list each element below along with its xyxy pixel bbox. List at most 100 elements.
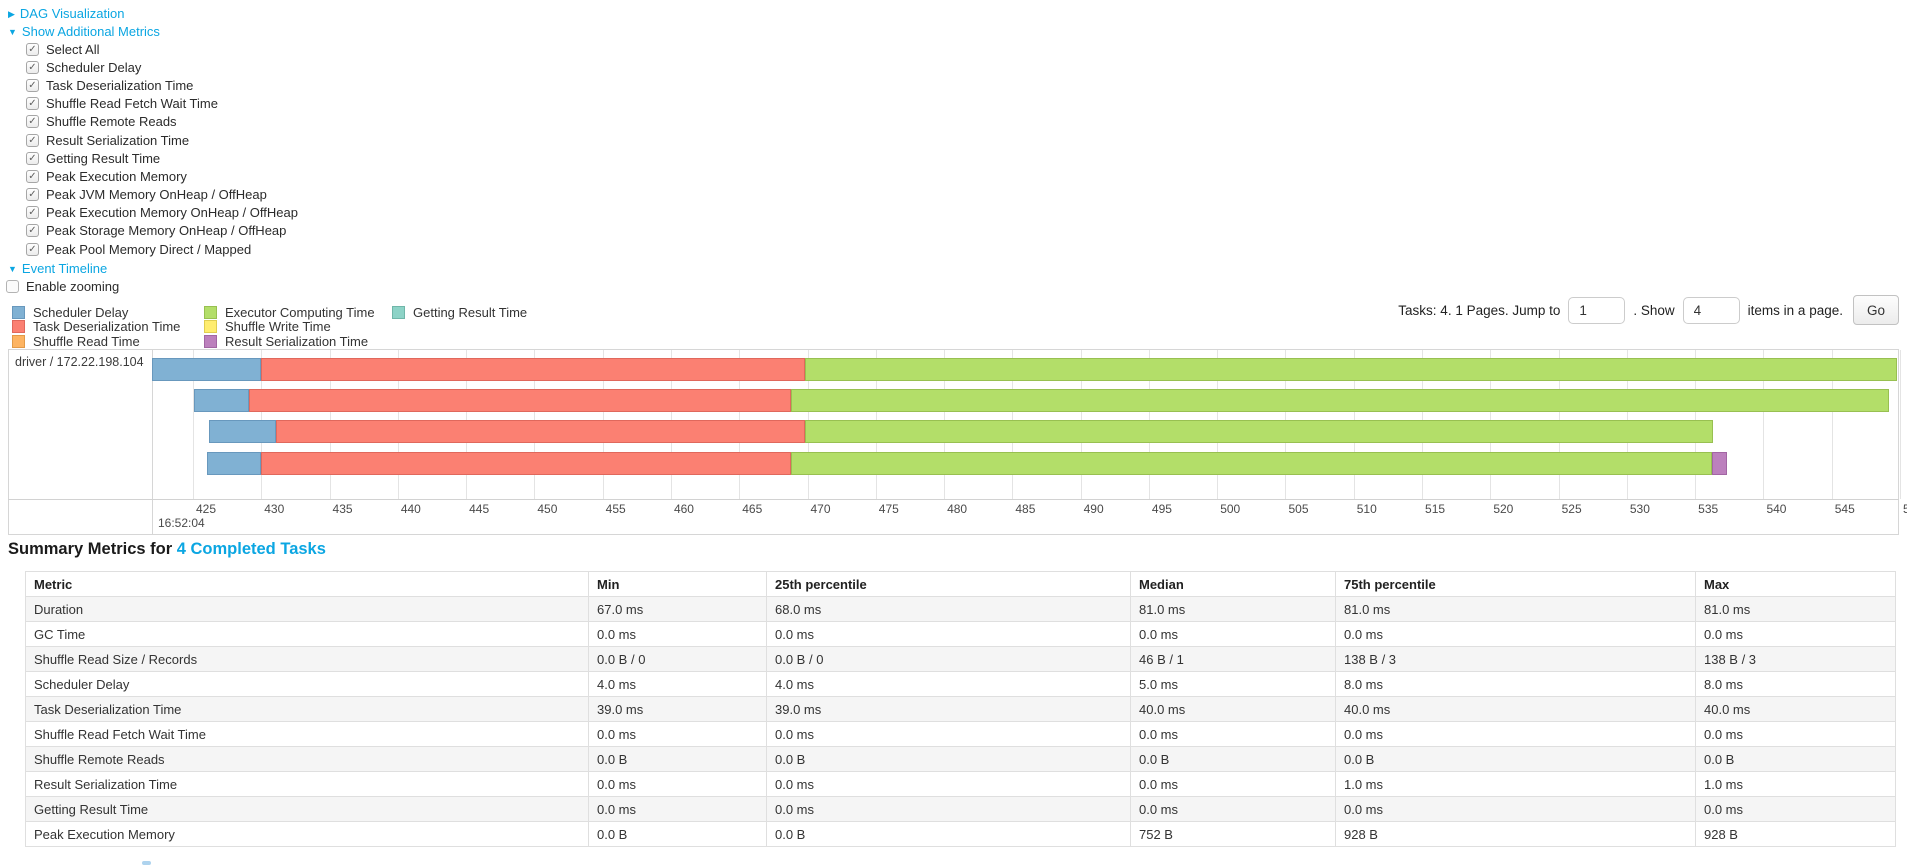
task-bar-segment-compute[interactable] bbox=[804, 420, 1713, 443]
metric-checkbox-label: Peak Execution Memory bbox=[46, 168, 187, 184]
checkbox-unchecked-icon[interactable] bbox=[6, 280, 19, 293]
summary-value-cell: 138 B / 3 bbox=[1335, 646, 1696, 672]
summary-value-cell: 0.0 ms bbox=[588, 721, 767, 747]
summary-row: GC Time 0.0 ms 0.0 ms 0.0 ms 0.0 ms 0.0 ms bbox=[25, 621, 1896, 647]
enable-zooming-checkbox[interactable]: Enable zooming bbox=[6, 279, 119, 294]
metric-checkbox-item[interactable]: ✓ Shuffle Remote Reads bbox=[26, 113, 298, 131]
task-bar-segment-deserialization[interactable] bbox=[276, 420, 805, 443]
legend-label: Task Deserialization Time bbox=[33, 319, 181, 335]
checkbox-checked-icon[interactable]: ✓ bbox=[26, 60, 39, 74]
metric-checkbox-item[interactable]: ✓ Scheduler Delay bbox=[26, 58, 298, 76]
checkbox-checked-icon[interactable]: ✓ bbox=[26, 206, 39, 220]
summary-value-cell: 0.0 ms bbox=[766, 621, 1131, 647]
summary-metric-cell: GC Time bbox=[25, 621, 589, 647]
task-bar-segment-scheduler[interactable] bbox=[152, 358, 262, 381]
completed-tasks-link[interactable]: 4 Completed Tasks bbox=[176, 540, 326, 558]
metric-checkbox-label: Task Deserialization Time bbox=[46, 77, 194, 93]
checkbox-checked-icon[interactable]: ✓ bbox=[26, 97, 39, 111]
dag-visualization-toggle[interactable]: ▶ DAG Visualization bbox=[8, 6, 124, 21]
checkbox-checked-icon[interactable]: ✓ bbox=[26, 242, 39, 256]
summary-metric-cell: Result Serialization Time bbox=[25, 771, 589, 797]
task-bar-segment-scheduler[interactable] bbox=[209, 420, 277, 443]
metric-checkbox-item[interactable]: ✓ Peak Pool Memory Direct / Mapped bbox=[26, 240, 298, 258]
task-bar-segment-result_serialization[interactable] bbox=[1711, 452, 1727, 475]
checkbox-checked-icon[interactable]: ✓ bbox=[26, 115, 39, 129]
summary-value-cell: 0.0 ms bbox=[588, 621, 767, 647]
metric-checkbox-label: Peak Storage Memory OnHeap / OffHeap bbox=[46, 223, 287, 239]
checkbox-checked-icon[interactable]: ✓ bbox=[26, 188, 39, 202]
legend-label: Shuffle Write Time bbox=[225, 319, 331, 335]
cutoff-element bbox=[142, 861, 151, 865]
show-additional-metrics-toggle[interactable]: ▼ Show Additional Metrics bbox=[8, 24, 160, 39]
checkbox-checked-icon[interactable]: ✓ bbox=[26, 169, 39, 183]
legend-item: Executor Computing Time bbox=[204, 305, 392, 320]
summary-value-cell: 752 B bbox=[1130, 821, 1336, 847]
legend-item: Shuffle Write Time bbox=[204, 319, 392, 335]
time-axis-line bbox=[8, 499, 1899, 500]
checkbox-checked-icon[interactable]: ✓ bbox=[26, 151, 39, 165]
checkbox-checked-icon[interactable]: ✓ bbox=[26, 133, 39, 147]
summary-header-cell: 75th percentile bbox=[1335, 571, 1696, 597]
summary-metric-cell: Duration bbox=[25, 596, 589, 622]
checkbox-checked-icon[interactable]: ✓ bbox=[26, 42, 39, 56]
pagination-show-label: . Show bbox=[1633, 302, 1675, 318]
axis-tick-label: 435 bbox=[332, 502, 353, 516]
expanded-arrow-icon: ▼ bbox=[8, 27, 17, 37]
metric-checkbox-item[interactable]: ✓ Peak Storage Memory OnHeap / OffHeap bbox=[26, 222, 298, 240]
summary-value-cell: 0.0 ms bbox=[766, 796, 1131, 822]
task-bar-segment-deserialization[interactable] bbox=[261, 452, 792, 475]
dag-visualization-label: DAG Visualization bbox=[19, 6, 125, 21]
metric-checkbox-item[interactable]: ✓ Peak Execution Memory OnHeap / OffHeap bbox=[26, 204, 298, 222]
summary-metric-cell: Task Deserialization Time bbox=[25, 696, 589, 722]
metric-checkbox-item[interactable]: ✓ Result Serialization Time bbox=[26, 131, 298, 149]
event-timeline-toggle[interactable]: ▼ Event Timeline bbox=[8, 261, 107, 276]
summary-row: Peak Execution Memory 0.0 B 0.0 B 752 B 928 … bbox=[25, 821, 1896, 847]
metric-checkbox-item[interactable]: ✓ Getting Result Time bbox=[26, 149, 298, 167]
expanded-arrow-icon: ▼ bbox=[8, 264, 17, 274]
legend-label: Scheduler Delay bbox=[33, 304, 129, 320]
metric-checkbox-label: Getting Result Time bbox=[46, 150, 161, 166]
metric-checkbox-label: Peak JVM Memory OnHeap / OffHeap bbox=[46, 187, 267, 203]
items-per-page-input[interactable] bbox=[1682, 296, 1740, 324]
summary-value-cell: 0.0 B bbox=[588, 746, 767, 772]
event-timeline-chart: driver / 172.22.198.104 425 430 435 440 445 4… bbox=[8, 349, 1907, 535]
axis-tick-label: 425 bbox=[195, 502, 216, 516]
legend-item: Result Serialization Time bbox=[204, 334, 392, 349]
group-separator bbox=[152, 350, 153, 534]
summary-value-cell: 39.0 ms bbox=[766, 696, 1131, 722]
task-bar-segment-compute[interactable] bbox=[791, 389, 1890, 412]
axis-tick-label: 445 bbox=[469, 502, 490, 516]
gridline bbox=[1763, 350, 1765, 499]
summary-header-cell: Metric bbox=[25, 571, 589, 597]
task-bar-segment-compute[interactable] bbox=[791, 452, 1712, 475]
executor-group-label: driver / 172.22.198.104 bbox=[15, 355, 144, 369]
checkbox-checked-icon[interactable]: ✓ bbox=[26, 224, 39, 238]
jump-to-page-input[interactable] bbox=[1568, 296, 1626, 324]
task-bar-segment-scheduler[interactable] bbox=[194, 389, 249, 412]
legend-swatch-icon bbox=[204, 334, 217, 348]
summary-value-cell: 1.0 ms bbox=[1335, 771, 1696, 797]
show-additional-metrics-label: Show Additional Metrics bbox=[21, 24, 160, 39]
task-bar-segment-compute[interactable] bbox=[804, 358, 1898, 381]
legend-item: Shuffle Read Time bbox=[12, 334, 204, 349]
metric-checkbox-item[interactable]: ✓ Peak Execution Memory bbox=[26, 167, 298, 185]
summary-metrics-title: Summary Metrics for 4 Completed Tasks bbox=[8, 540, 326, 559]
summary-value-cell: 0.0 ms bbox=[1695, 796, 1896, 822]
axis-tick-label: 535 bbox=[1698, 502, 1719, 516]
metric-checkbox-label: Select All bbox=[46, 41, 100, 57]
task-bar-segment-deserialization[interactable] bbox=[248, 389, 792, 412]
task-bar-segment-scheduler[interactable] bbox=[206, 452, 262, 475]
summary-value-cell: 4.0 ms bbox=[588, 671, 767, 697]
legend-item: Scheduler Delay bbox=[12, 305, 204, 320]
metric-checkbox-item[interactable]: ✓ Task Deserialization Time bbox=[26, 76, 298, 94]
metric-checkbox-item[interactable]: ✓ Shuffle Read Fetch Wait Time bbox=[26, 95, 298, 113]
legend-item: Getting Result Time bbox=[392, 305, 527, 320]
go-button[interactable]: Go bbox=[1852, 295, 1899, 325]
metric-checkbox-item[interactable]: ✓ Peak JVM Memory OnHeap / OffHeap bbox=[26, 186, 298, 204]
checkbox-checked-icon[interactable]: ✓ bbox=[26, 78, 39, 92]
axis-tick-label: 540 bbox=[1766, 502, 1787, 516]
summary-header-cell: Min bbox=[588, 571, 767, 597]
metric-checkbox-item[interactable]: ✓ Select All bbox=[26, 40, 298, 58]
task-bar-segment-deserialization[interactable] bbox=[261, 358, 805, 381]
event-timeline-label: Event Timeline bbox=[21, 261, 108, 276]
